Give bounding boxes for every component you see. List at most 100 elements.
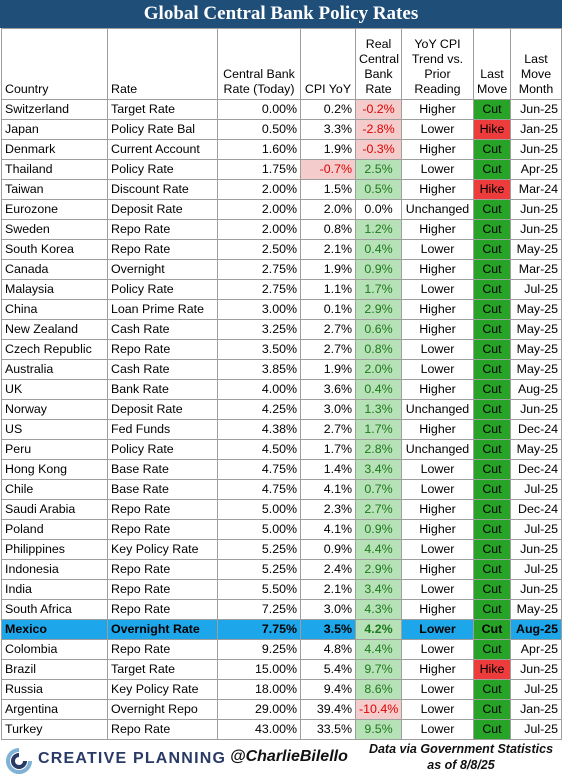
cell-last-move-month: Jun-25 — [510, 219, 562, 240]
cell-central-bank-rate: 2.50% — [217, 239, 301, 260]
table-row: Malaysia Policy Rate 2.75% 1.1% 1.7% Lower Cut… — [1, 279, 562, 300]
cell-real-rate: 0.5% — [355, 179, 402, 200]
cell-country: Saudi Arabia — [1, 499, 108, 520]
cell-country: Peru — [1, 439, 108, 460]
cell-rate-type: Cash Rate — [107, 359, 218, 380]
table-row: Norway Deposit Rate 4.25% 3.0% 1.3% Unchanged… — [1, 399, 562, 420]
cell-central-bank-rate: 5.00% — [217, 519, 301, 540]
cell-last-move-month: Jul-25 — [510, 479, 562, 500]
cell-central-bank-rate: 2.00% — [217, 199, 301, 220]
cell-last-move-month: Dec-24 — [510, 459, 562, 480]
cell-last-move-month: Dec-24 — [510, 419, 562, 440]
cell-last-move: Cut — [473, 679, 511, 700]
cell-country: Taiwan — [1, 179, 108, 200]
cell-cpi-yoy: 1.9% — [300, 259, 356, 280]
cell-central-bank-rate: 15.00% — [217, 659, 301, 680]
table-row: Turkey Repo Rate 43.00% 33.5% 9.5% Lower Cut Ju… — [1, 719, 562, 740]
brand-name: CREATIVE PLANNING — [38, 750, 227, 767]
table-row: Sweden Repo Rate 2.00% 0.8% 1.2% Higher Cut Jun… — [1, 219, 562, 240]
page-title: Global Central Bank Policy Rates — [0, 0, 562, 28]
cell-last-move-month: May-25 — [510, 339, 562, 360]
cell-last-move: Cut — [473, 359, 511, 380]
cell-cpi-yoy: 2.4% — [300, 559, 356, 580]
cell-last-move: Hike — [473, 119, 511, 140]
header-cpi-trend: YoY CPI Trend vs. Prior Reading — [401, 28, 474, 100]
cell-last-move: Hike — [473, 179, 511, 200]
table-body: Switzerland Target Rate 0.00% 0.2% -0.2% High… — [1, 99, 562, 740]
cell-country: Chile — [1, 479, 108, 500]
cell-cpi-yoy: 3.3% — [300, 119, 356, 140]
cell-real-rate: 0.4% — [355, 239, 402, 260]
cell-country: Czech Republic — [1, 339, 108, 360]
cell-last-move: Cut — [473, 719, 511, 740]
cell-last-move-month: Jun-25 — [510, 539, 562, 560]
cell-country: New Zealand — [1, 319, 108, 340]
table-row: US Fed Funds 4.38% 2.7% 1.7% Higher Cut Dec-24 — [1, 419, 562, 440]
cell-cpi-yoy: 1.9% — [300, 139, 356, 160]
cell-cpi-trend: Higher — [401, 139, 474, 160]
table-row: Chile Base Rate 4.75% 4.1% 0.7% Lower Cut Jul-2… — [1, 479, 562, 500]
cell-rate-type: Base Rate — [107, 459, 218, 480]
cell-real-rate: -0.3% — [355, 139, 402, 160]
cell-country: Denmark — [1, 139, 108, 160]
cell-real-rate: 1.2% — [355, 219, 402, 240]
cell-central-bank-rate: 9.25% — [217, 639, 301, 660]
cell-central-bank-rate: 5.25% — [217, 559, 301, 580]
cell-last-move: Cut — [473, 539, 511, 560]
cell-last-move-month: Jan-25 — [510, 699, 562, 720]
table-row: Peru Policy Rate 4.50% 1.7% 2.8% Unchanged Cut… — [1, 439, 562, 460]
table-row: Colombia Repo Rate 9.25% 4.8% 4.4% Lower Cut Ap… — [1, 639, 562, 660]
header-last-move-month: Last Move Month — [510, 28, 562, 100]
cell-real-rate: 2.0% — [355, 359, 402, 380]
cell-last-move-month: May-25 — [510, 239, 562, 260]
cell-last-move-month: May-25 — [510, 359, 562, 380]
cell-last-move: Cut — [473, 639, 511, 660]
cell-cpi-yoy: 1.9% — [300, 359, 356, 380]
cell-central-bank-rate: 5.50% — [217, 579, 301, 600]
cell-real-rate: 1.7% — [355, 279, 402, 300]
table-header-row: Country Rate Central Bank Rate (Today) C… — [1, 28, 562, 100]
cell-central-bank-rate: 2.00% — [217, 219, 301, 240]
cell-real-rate: 0.4% — [355, 379, 402, 400]
table-row: South Africa Repo Rate 7.25% 3.0% 4.3% Higher… — [1, 599, 562, 620]
cell-cpi-yoy: 1.7% — [300, 439, 356, 460]
header-country: Country — [1, 28, 108, 100]
cell-real-rate: 0.0% — [355, 199, 402, 220]
cell-cpi-yoy: 0.1% — [300, 299, 356, 320]
table-row: Mexico Overnight Rate 7.75% 3.5% 4.2% Lower Cu… — [1, 619, 562, 640]
cell-country: Poland — [1, 519, 108, 540]
cell-rate-type: Repo Rate — [107, 559, 218, 580]
cell-cpi-yoy: 0.2% — [300, 99, 356, 120]
cell-last-move-month: Jun-25 — [510, 99, 562, 120]
cell-central-bank-rate: 7.75% — [217, 619, 301, 640]
cell-central-bank-rate: 3.00% — [217, 299, 301, 320]
cell-rate-type: Policy Rate — [107, 439, 218, 460]
cell-cpi-trend: Higher — [401, 319, 474, 340]
cell-central-bank-rate: 4.25% — [217, 399, 301, 420]
cell-cpi-trend: Higher — [401, 379, 474, 400]
cell-rate-type: Repo Rate — [107, 219, 218, 240]
cell-cpi-trend: Lower — [401, 639, 474, 660]
cell-rate-type: Policy Rate — [107, 279, 218, 300]
cell-cpi-trend: Lower — [401, 479, 474, 500]
author-handle: @CharlieBilello — [230, 748, 348, 765]
cell-cpi-trend: Higher — [401, 419, 474, 440]
cell-cpi-trend: Lower — [401, 699, 474, 720]
header-central-bank-rate: Central Bank Rate (Today) — [217, 28, 301, 100]
table-row: Canada Overnight 2.75% 1.9% 0.9% Higher Cut Mar… — [1, 259, 562, 280]
cell-country: Switzerland — [1, 99, 108, 120]
cell-central-bank-rate: 1.60% — [217, 139, 301, 160]
cell-central-bank-rate: 4.75% — [217, 459, 301, 480]
cell-real-rate: 0.8% — [355, 339, 402, 360]
cell-cpi-trend: Lower — [401, 579, 474, 600]
cell-last-move: Cut — [473, 379, 511, 400]
cell-real-rate: 2.7% — [355, 499, 402, 520]
cell-last-move: Cut — [473, 219, 511, 240]
cell-cpi-trend: Higher — [401, 599, 474, 620]
table-row: India Repo Rate 5.50% 2.1% 3.4% Lower Cut Jun-2… — [1, 579, 562, 600]
cell-country: Argentina — [1, 699, 108, 720]
cell-real-rate: 8.6% — [355, 679, 402, 700]
cell-cpi-yoy: 3.5% — [300, 619, 356, 640]
table-row: New Zealand Cash Rate 3.25% 2.7% 0.6% Higher C… — [1, 319, 562, 340]
